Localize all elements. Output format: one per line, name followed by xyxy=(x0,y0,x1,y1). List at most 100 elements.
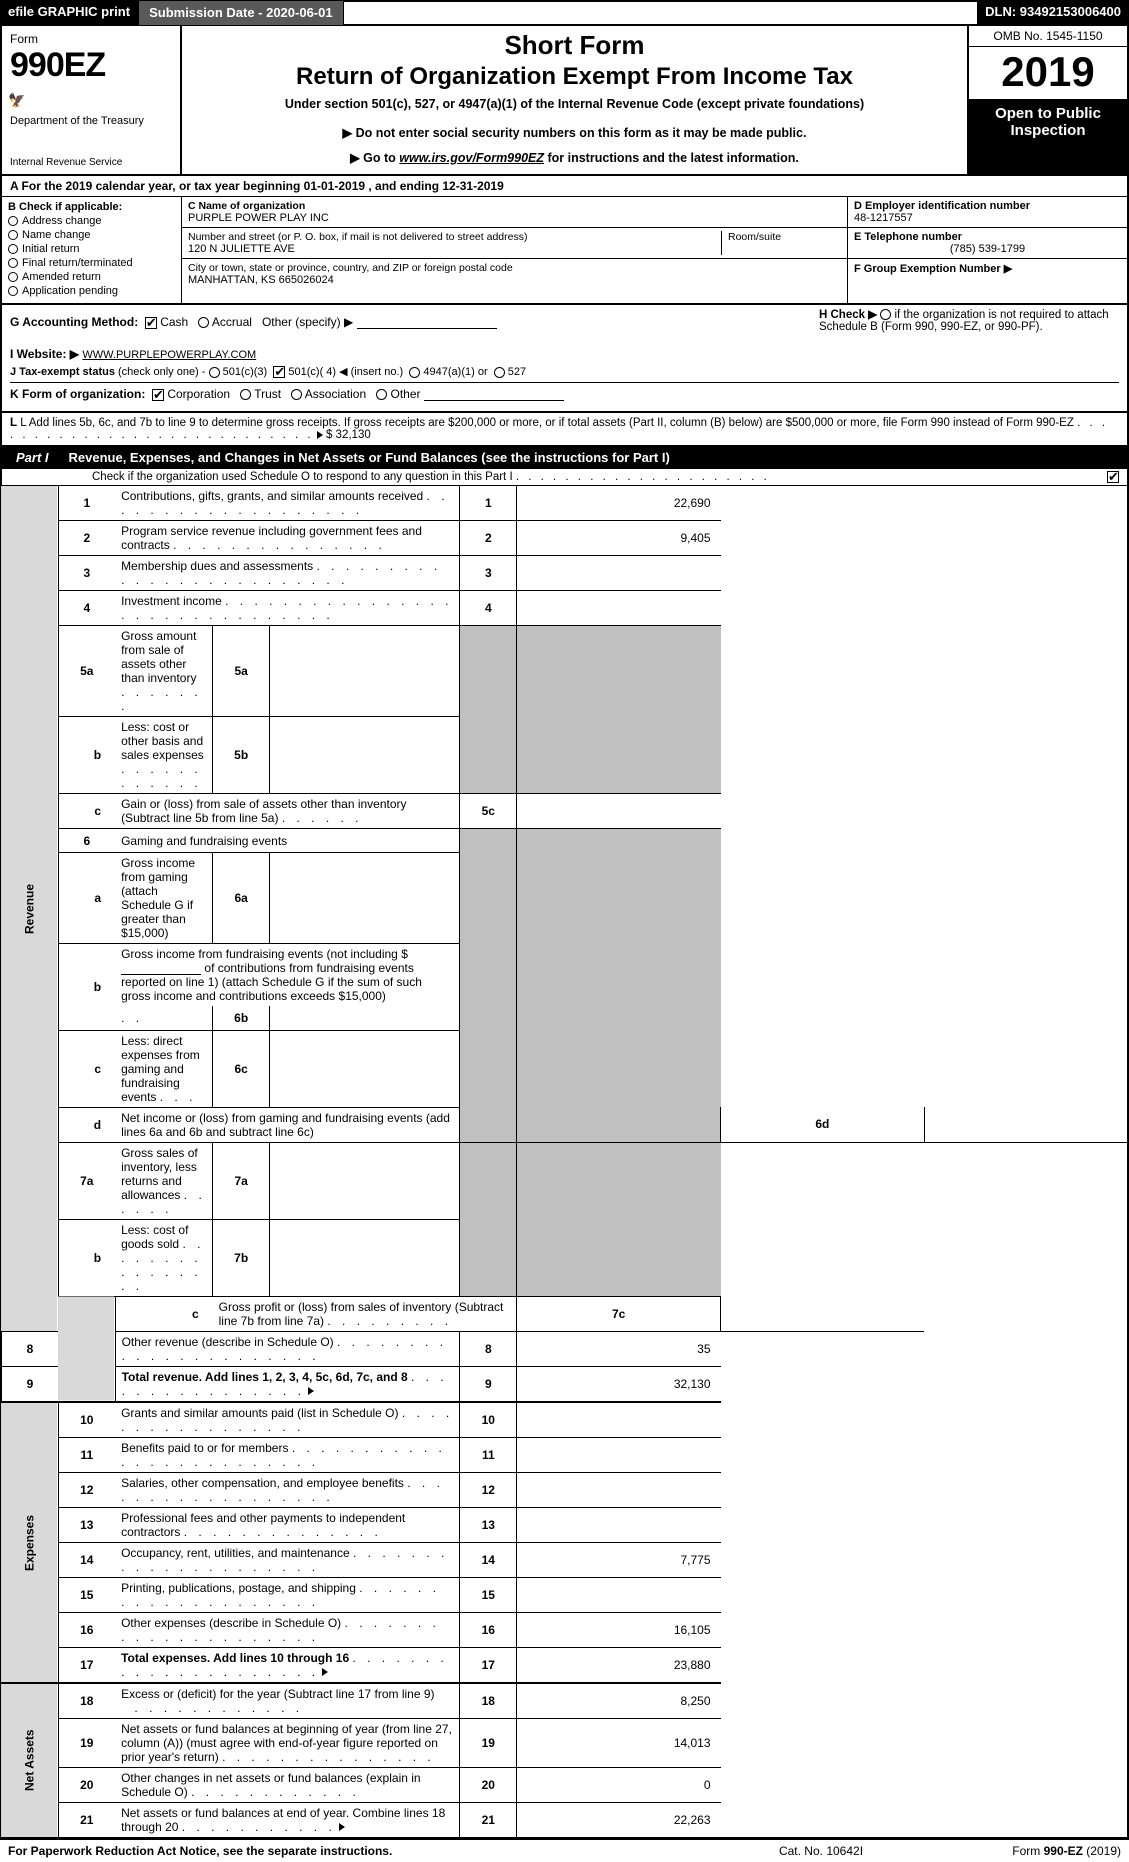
row-7a: 7a Gross sales of inventory, less return… xyxy=(1,1142,1128,1219)
ln-21: 21 xyxy=(58,1802,115,1838)
rv-16: 16,105 xyxy=(517,1612,721,1647)
form-number: 990EZ xyxy=(10,46,172,85)
G-label: G Accounting Method: xyxy=(10,315,138,329)
section-GHIJK: H Check ▶ if the organization is not req… xyxy=(0,305,1129,413)
G-other-blank[interactable] xyxy=(357,315,497,329)
F-label: F Group Exemption Number ▶ xyxy=(854,262,1121,275)
mv-5a xyxy=(270,626,460,717)
ln-7c: c xyxy=(115,1296,213,1331)
line-A: A For the 2019 calendar year, or tax yea… xyxy=(0,176,1129,197)
shade-5ab-v xyxy=(517,626,721,794)
6b-blank[interactable] xyxy=(121,961,201,975)
J-501c-chk[interactable] xyxy=(273,366,285,378)
shade-7ab-v xyxy=(517,1142,721,1296)
G-cash-chk[interactable] xyxy=(145,317,157,329)
ln-6d: d xyxy=(58,1107,115,1142)
goto-line: ▶ Go to www.irs.gov/Form990EZ for instru… xyxy=(192,150,957,165)
J-4947-chk[interactable] xyxy=(409,367,420,378)
row-13: 13 Professional fees and other payments … xyxy=(1,1507,1128,1542)
row-14: 14 Occupancy, rent, utilities, and maint… xyxy=(1,1542,1128,1577)
chk-initial-return[interactable] xyxy=(8,244,18,254)
rn-13: 13 xyxy=(460,1507,517,1542)
G-accrual: Accrual xyxy=(212,315,252,329)
row-3: 3 Membership dues and assessments . . . … xyxy=(1,556,1128,591)
row-6: 6 Gaming and fundraising events xyxy=(1,829,1128,853)
row-2: 2 Program service revenue including gove… xyxy=(1,521,1128,556)
chk-application-pending[interactable] xyxy=(8,286,18,296)
org-name: PURPLE POWER PLAY INC xyxy=(188,212,841,224)
header-left: Form 990EZ 🦅 Department of the Treasury … xyxy=(2,26,182,174)
H-checkbox[interactable] xyxy=(880,309,891,320)
rn-11: 11 xyxy=(460,1437,517,1472)
opt-address-change: Address change xyxy=(22,215,102,227)
K-other-blank[interactable] xyxy=(424,387,564,401)
K-assoc-chk[interactable] xyxy=(291,389,302,400)
chk-address-change[interactable] xyxy=(8,216,18,226)
website-value[interactable]: WWW.PURPLEPOWERPLAY.COM xyxy=(82,349,256,361)
J-501c3-chk[interactable] xyxy=(209,367,220,378)
row-9: 9 Total revenue. Add lines 1, 2, 3, 4, 5… xyxy=(1,1366,1128,1402)
K-trust-chk[interactable] xyxy=(240,389,251,400)
J-527-chk[interactable] xyxy=(494,367,505,378)
d-4: Investment income xyxy=(121,594,222,608)
ln-6a: a xyxy=(58,853,115,944)
rv-4 xyxy=(517,591,721,626)
ln-1: 1 xyxy=(58,486,115,521)
E-label: E Telephone number xyxy=(854,231,1121,243)
J-label: J Tax-exempt status xyxy=(10,366,115,378)
city-value: MANHATTAN, KS 665026024 xyxy=(188,274,841,286)
K-corp-chk[interactable] xyxy=(152,389,164,401)
page-footer: For Paperwork Reduction Act Notice, see … xyxy=(0,1839,1129,1862)
mn-5a: 5a xyxy=(213,626,270,717)
K-label: K Form of organization: xyxy=(10,387,145,401)
form-header: Form 990EZ 🦅 Department of the Treasury … xyxy=(0,26,1129,176)
row-10: Expenses 10 Grants and similar amounts p… xyxy=(1,1402,1128,1438)
row-15: 15 Printing, publications, postage, and … xyxy=(1,1577,1128,1612)
mn-7a: 7a xyxy=(213,1142,270,1219)
chk-final-return[interactable] xyxy=(8,258,18,268)
rv-7c xyxy=(721,1296,925,1331)
D-label: D Employer identification number xyxy=(854,200,1121,212)
K-other: Other xyxy=(391,387,421,401)
shade-7ab xyxy=(460,1142,517,1296)
d-16: Other expenses (describe in Schedule O) xyxy=(121,1616,341,1630)
K-other-chk[interactable] xyxy=(376,389,387,400)
rn-17: 17 xyxy=(460,1647,517,1683)
shade-6 xyxy=(460,829,517,1143)
arrow-icon xyxy=(317,431,323,439)
H-text1: H Check ▶ xyxy=(819,309,877,321)
chk-name-change[interactable] xyxy=(8,230,18,240)
row-5c: c Gain or (loss) from sale of assets oth… xyxy=(1,794,1128,829)
rn-16: 16 xyxy=(460,1612,517,1647)
rv-18: 8,250 xyxy=(517,1683,721,1719)
section-C: C Name of organization PURPLE POWER PLAY… xyxy=(182,197,847,303)
G-accrual-chk[interactable] xyxy=(198,317,209,328)
ln-16: 16 xyxy=(58,1612,115,1647)
mv-6a xyxy=(270,853,460,944)
efile-label[interactable]: efile GRAPHIC print xyxy=(0,0,138,26)
d-11: Benefits paid to or for members xyxy=(121,1441,288,1455)
ln-17: 17 xyxy=(58,1647,115,1683)
row-16: 16 Other expenses (describe in Schedule … xyxy=(1,1612,1128,1647)
ln-6c: c xyxy=(58,1030,115,1107)
rn-12: 12 xyxy=(460,1472,517,1507)
rv-11 xyxy=(517,1437,721,1472)
ln-7a: 7a xyxy=(58,1142,115,1219)
rn-21: 21 xyxy=(460,1802,517,1838)
d-15: Printing, publications, postage, and shi… xyxy=(121,1581,356,1595)
rv-21: 22,263 xyxy=(517,1802,721,1838)
goto-link[interactable]: www.irs.gov/Form990EZ xyxy=(399,151,544,165)
d-1: Contributions, gifts, grants, and simila… xyxy=(121,489,423,503)
ln-3: 3 xyxy=(58,556,115,591)
part1-scheduleO-chk[interactable] xyxy=(1107,471,1119,483)
chk-amended-return[interactable] xyxy=(8,272,18,282)
street-value: 120 N JULIETTE AVE xyxy=(188,243,721,255)
row-5a: 5a Gross amount from sale of assets othe… xyxy=(1,626,1128,717)
L-text: L Add lines 5b, 6c, and 7b to line 9 to … xyxy=(20,417,1074,429)
d-5a: Gross amount from sale of assets other t… xyxy=(121,629,196,685)
d-14: Occupancy, rent, utilities, and maintena… xyxy=(121,1546,350,1560)
J-527: 527 xyxy=(508,366,526,378)
ln-20: 20 xyxy=(58,1767,115,1802)
d-7b: Less: cost of goods sold xyxy=(121,1223,188,1251)
ln-12: 12 xyxy=(58,1472,115,1507)
